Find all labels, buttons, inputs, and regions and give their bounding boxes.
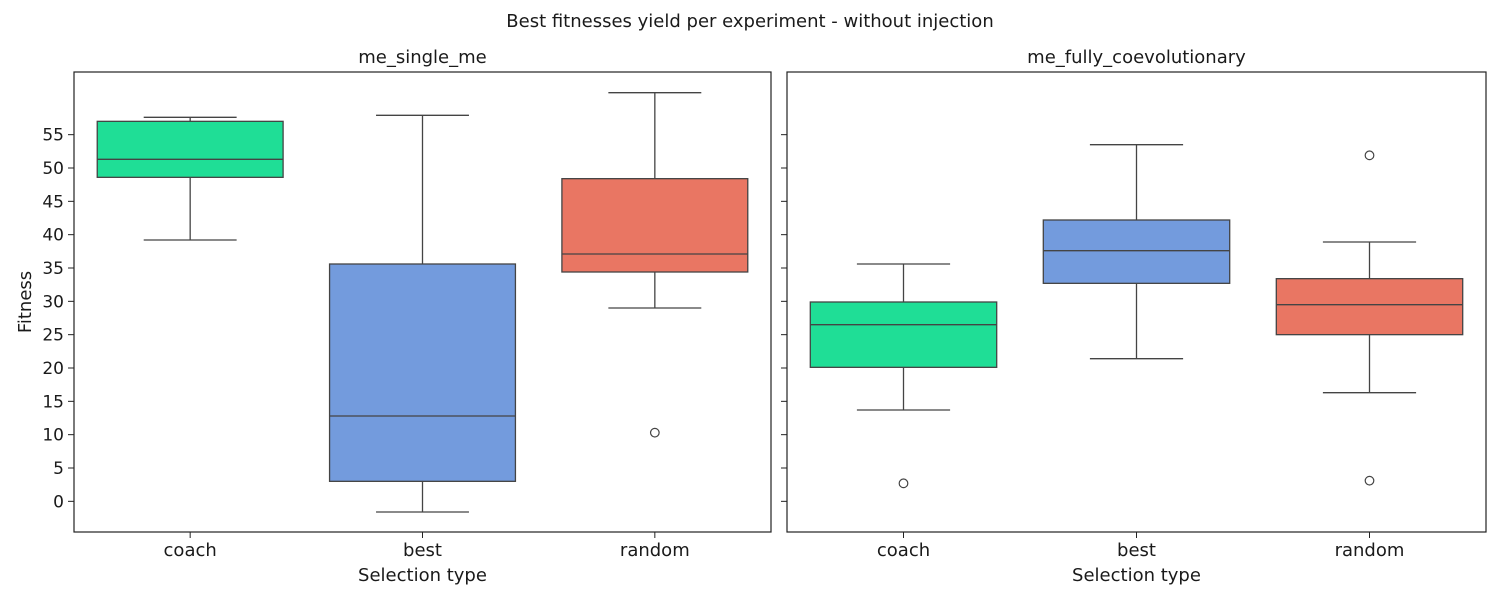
panel-1-coach-box xyxy=(96,120,284,178)
panel-2-random-box xyxy=(1275,278,1464,336)
panel-1-ytick-label: 20 xyxy=(42,359,64,379)
panel-1-xtick-label-best: best xyxy=(403,540,442,561)
panel-1-ytick-label: 55 xyxy=(42,126,64,146)
panel-1-xlabel: Selection type xyxy=(358,565,487,586)
panel-2-xlabel: Selection type xyxy=(1072,565,1201,586)
panel-1-ytick-label: 25 xyxy=(42,326,64,346)
panel-2-coach-outlier xyxy=(898,478,909,489)
panel-1-title: me_single_me xyxy=(358,47,487,68)
panel-1-random-box xyxy=(561,178,749,273)
panel-1-ylabel: Fitness xyxy=(15,271,36,333)
panel-2-coach-box xyxy=(809,301,998,368)
panel-1-ytick-label: 35 xyxy=(42,259,64,279)
panel-1-ytick-label: 10 xyxy=(42,426,64,446)
panel-2-xtick-label-coach: coach xyxy=(877,540,930,561)
figure-suptitle: Best fitnesses yield per experiment - wi… xyxy=(506,11,993,32)
panel-1-ytick-label: 0 xyxy=(53,492,64,512)
panel-1-best-box xyxy=(328,263,517,482)
panel-1-ytick-label: 15 xyxy=(42,392,64,412)
panel-1-random-outlier xyxy=(649,427,660,438)
panel-1-ytick-label: 5 xyxy=(53,459,64,479)
panel-1-ytick-label: 30 xyxy=(42,292,64,312)
panel-1-ytick-label: 40 xyxy=(42,226,64,246)
panel-1-ytick-label: 45 xyxy=(42,192,64,212)
panel-1-ytick-label: 50 xyxy=(42,159,64,179)
panel-2-xtick-label-random: random xyxy=(1335,540,1405,561)
panel-2-best-box xyxy=(1042,219,1231,284)
panel-1-xtick-label-random: random xyxy=(620,540,690,561)
panel-2-xtick-label-best: best xyxy=(1117,540,1156,561)
panel-2-title: me_fully_coevolutionary xyxy=(1027,47,1246,68)
panel-2-random-outlier xyxy=(1364,150,1375,161)
panel-1-xtick-label-coach: coach xyxy=(164,540,217,561)
panel-2-random-outlier xyxy=(1364,475,1375,486)
